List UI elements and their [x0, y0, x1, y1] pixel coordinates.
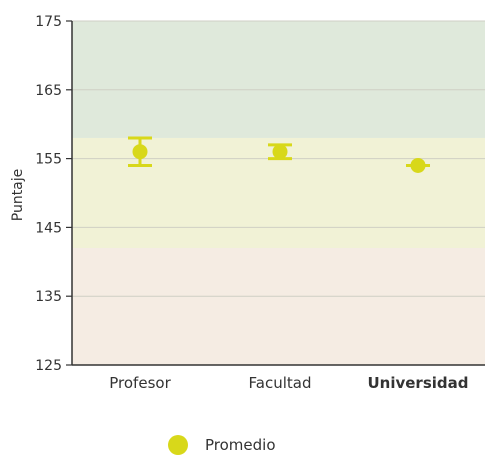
y-tick-label: 125	[35, 358, 62, 374]
y-tick-label: 175	[35, 14, 62, 30]
background-band	[72, 21, 485, 138]
x-category-label: Profesor	[109, 374, 171, 392]
data-point	[132, 144, 148, 160]
y-tick-label: 155	[35, 152, 62, 168]
legend-label: Promedio	[205, 436, 276, 454]
y-tick-labels: 125 135 145 155 165 175	[35, 14, 62, 374]
y-axis-title: Puntaje	[10, 169, 26, 222]
y-tick-label: 165	[35, 83, 62, 99]
legend-marker	[168, 435, 188, 455]
background-band	[72, 248, 485, 365]
data-point	[272, 144, 288, 160]
data-points	[128, 136, 430, 173]
y-tick-label: 135	[35, 289, 62, 305]
x-category-labels: Profesor Facultad Universidad	[109, 374, 468, 392]
data-point	[410, 157, 426, 173]
x-category-label: Universidad	[367, 374, 468, 392]
y-tick-label: 145	[35, 220, 62, 236]
axes	[66, 20, 485, 366]
x-category-label: Facultad	[249, 374, 312, 392]
legend: Promedio	[168, 435, 276, 455]
background-bands	[72, 21, 485, 365]
